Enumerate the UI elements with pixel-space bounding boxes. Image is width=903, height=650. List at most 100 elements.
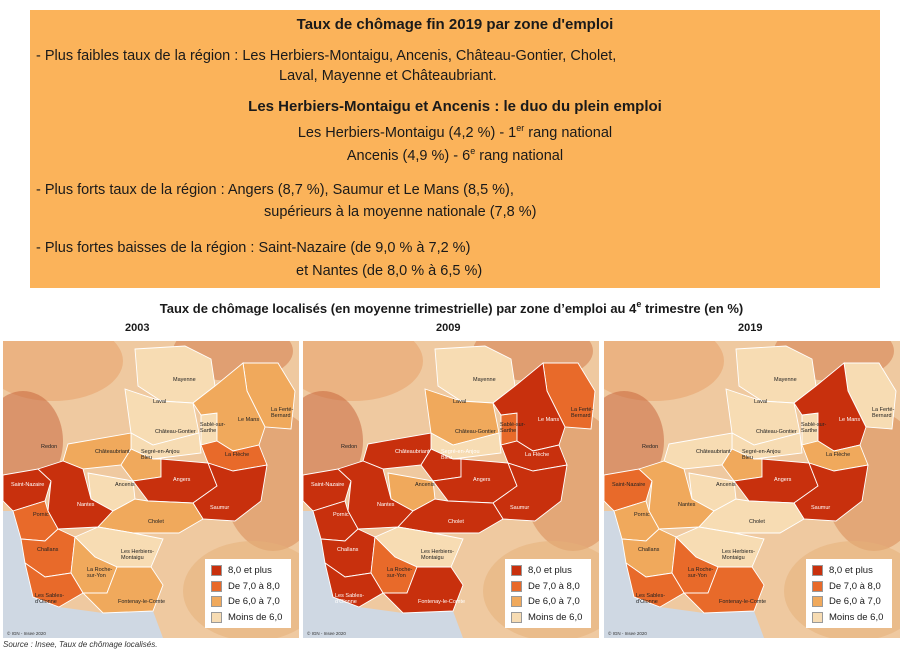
neighbor-shading	[3, 341, 123, 401]
zone-label-la-ferte-bernard: La Ferté-Bernard	[872, 407, 894, 419]
zone-label-laval: Laval	[153, 399, 166, 405]
zone-label-sable: Sablé-sur-Sarthe	[801, 422, 827, 434]
zone-label-fontenay: Fontenay-le-Comte	[418, 599, 465, 605]
map-title-post: trimestre (en %)	[641, 301, 744, 316]
legend-label: 8,0 et plus	[829, 565, 873, 577]
summary-highest-line1: - Plus forts taux de la région : Angers …	[36, 182, 514, 198]
zone-label-saumur: Saumur	[811, 505, 830, 511]
zone-saumur	[793, 462, 869, 522]
legend: 8,0 et plus De 7,0 à 8,0 De 6,0 à 7,0 Moins…	[205, 559, 291, 628]
legend: 8,0 et plus De 7,0 à 8,0 De 6,0 à 7,0 Moins…	[505, 559, 591, 628]
zone-label-la-fleche: La Flèche	[826, 452, 850, 458]
map-title: Taux de chômage localisés (en moyenne tr…	[0, 299, 903, 317]
year-label-2019: 2019	[738, 322, 763, 334]
zone-label-chateaubriant: Châteaubriant	[395, 449, 430, 455]
map-title-text: Taux de chômage localisés (en moyenne tr…	[159, 301, 637, 316]
legend-swatch	[812, 611, 823, 623]
legend-label: De 6,0 à 7,0	[228, 596, 280, 608]
zone-label-herbiers: Les Herbiers-Montaigu	[421, 549, 454, 561]
zone-label-fontenay: Fontenay-le-Comte	[118, 599, 165, 605]
map-panel-2003: Mayenne Laval La Ferté-Bernard Château-Gont…	[3, 341, 299, 638]
legend-label: Moins de 6,0	[829, 611, 884, 623]
neighbor-shading	[303, 341, 423, 401]
zone-label-sables: Les Sables-d'Olonne	[636, 593, 665, 605]
duo-line1-text: Les Herbiers-Montaigu (4,2 %) - 1	[297, 125, 517, 141]
zone-label-saint-nazaire: Saint-Nazaire	[311, 482, 344, 488]
legend-item: Moins de 6,0	[511, 610, 587, 626]
zone-label-cholet: Cholet	[749, 519, 765, 525]
zone-label-mayenne: Mayenne	[473, 377, 496, 383]
map-title-sup: e	[636, 299, 642, 309]
summary-duo-line2: Ancenis (4,9 %) - 6e rang national	[30, 147, 880, 165]
zone-label-saumur: Saumur	[510, 505, 529, 511]
legend-item: De 6,0 à 7,0	[211, 594, 287, 610]
zone-label-la-roche: La Roche-sur-Yon	[688, 567, 714, 579]
legend-label: Moins de 6,0	[228, 611, 283, 623]
zone-label-laval: Laval	[754, 399, 767, 405]
summary-duo-line1: Les Herbiers-Montaigu (4,2 %) - 1er rang…	[30, 123, 880, 142]
legend-swatch	[812, 596, 823, 608]
legend-item: 8,0 et plus	[211, 563, 287, 579]
legend-label: De 6,0 à 7,0	[829, 596, 881, 608]
legend-label: De 6,0 à 7,0	[528, 596, 580, 608]
zone-label-le-mans: Le Mans	[538, 417, 559, 423]
legend-swatch	[511, 596, 522, 608]
legend-swatch	[511, 565, 522, 577]
zone-label-herbiers: Les Herbiers-Montaigu	[121, 549, 154, 561]
summary-drops-line1: - Plus fortes baisses de la région : Sai…	[36, 240, 471, 256]
legend-swatch	[211, 565, 222, 577]
zone-label-mayenne: Mayenne	[173, 377, 196, 383]
legend-label: De 7,0 à 8,0	[528, 580, 580, 592]
legend-swatch	[511, 580, 522, 592]
map-panel-2019: Mayenne Laval La Ferté-Bernard Château-Gont…	[604, 341, 900, 638]
zone-label-challans: Challans	[337, 547, 359, 553]
zone-label-segre: Segré-en-Anjou Bleu	[441, 449, 480, 461]
zone-label-chateaubriant: Châteaubriant	[696, 449, 731, 455]
legend-swatch	[211, 580, 222, 592]
zone-label-la-ferte-bernard: La Ferté-Bernard	[271, 407, 293, 419]
zone-label-laval: Laval	[453, 399, 466, 405]
zone-label-segre: Segré-en-Anjou Bleu	[141, 449, 180, 461]
zone-label-saint-nazaire: Saint-Nazaire	[612, 482, 645, 488]
legend-label: Moins de 6,0	[528, 611, 583, 623]
summary-title: Taux de chômage fin 2019 par zone d'empl…	[296, 16, 614, 33]
legend-swatch	[511, 611, 522, 623]
legend-swatch	[812, 580, 823, 592]
legend-item: De 7,0 à 8,0	[812, 579, 888, 595]
zone-label-pornic: Pornic	[634, 512, 650, 518]
zone-label-sables: Les Sables-d'Olonne	[35, 593, 64, 605]
zone-label-cholet: Cholet	[448, 519, 464, 525]
legend-item: Moins de 6,0	[211, 610, 287, 626]
map-2019: Mayenne Laval La Ferté-Bernard Château-Gont…	[604, 341, 900, 638]
year-label-2009: 2009	[436, 322, 461, 334]
zone-label-la-fleche: La Flèche	[525, 452, 549, 458]
zone-label-fontenay: Fontenay-le-Comte	[719, 599, 766, 605]
zone-label-ancenis: Ancenis	[716, 482, 736, 488]
map-credit: © IGN - Insee 2020	[307, 631, 346, 636]
legend-swatch	[211, 611, 222, 623]
map-credit: © IGN - Insee 2020	[7, 631, 46, 636]
legend-item: De 7,0 à 8,0	[511, 579, 587, 595]
duo-line1-sup: er	[516, 123, 525, 133]
legend-item: De 7,0 à 8,0	[211, 579, 287, 595]
zone-label-sable: Sablé-sur-Sarthe	[200, 422, 226, 434]
zone-label-redon: Redon	[642, 444, 658, 450]
zone-label-la-ferte-bernard: La Ferté-Bernard	[571, 407, 593, 419]
zone-label-angers: Angers	[173, 477, 191, 483]
zone-label-pornic: Pornic	[33, 512, 49, 518]
zone-label-redon: Redon	[341, 444, 357, 450]
zone-label-challans: Challans	[638, 547, 660, 553]
duo-line2-text: Ancenis (4,9 %) - 6	[346, 148, 471, 164]
zone-label-la-roche: La Roche-sur-Yon	[87, 567, 113, 579]
zone-label-herbiers: Les Herbiers-Montaigu	[722, 549, 755, 561]
year-label-2003: 2003	[125, 322, 150, 334]
map-2003: Mayenne Laval La Ferté-Bernard Château-Gont…	[3, 341, 299, 638]
map-credit: © IGN - Insee 2020	[608, 631, 647, 636]
zone-label-sable: Sablé-sur-Sarthe	[500, 422, 526, 434]
zone-label-la-roche: La Roche-sur-Yon	[387, 567, 413, 579]
legend-label: De 7,0 à 8,0	[228, 580, 280, 592]
zone-label-mayenne: Mayenne	[774, 377, 797, 383]
sea	[303, 511, 463, 638]
legend-item: De 6,0 à 7,0	[511, 594, 587, 610]
duo-line2-post: rang national	[475, 148, 564, 164]
